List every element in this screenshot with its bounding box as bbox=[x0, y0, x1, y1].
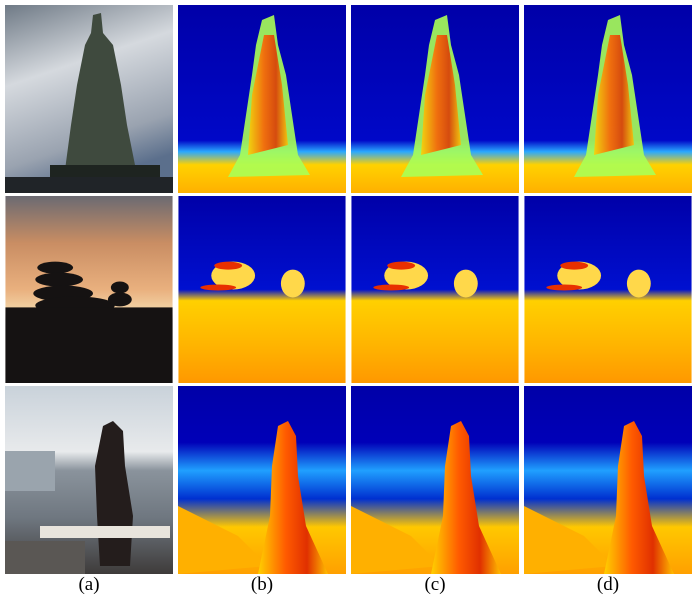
column-label: (d) bbox=[597, 574, 619, 595]
column-label: (a) bbox=[78, 574, 99, 595]
heatmap bbox=[524, 196, 691, 383]
heatmap bbox=[178, 5, 346, 193]
photo bbox=[5, 386, 173, 574]
heatmap bbox=[351, 196, 518, 383]
figure: (a) (b) (c) (d) bbox=[0, 0, 695, 598]
heatmap bbox=[524, 386, 692, 574]
column-label: (c) bbox=[424, 574, 445, 595]
photo bbox=[5, 196, 172, 383]
image-grid bbox=[5, 5, 692, 574]
heatmap bbox=[351, 5, 519, 193]
heatmap bbox=[178, 196, 345, 383]
heatmap bbox=[178, 386, 346, 574]
heatmap bbox=[351, 386, 519, 574]
photo bbox=[5, 5, 173, 193]
heatmap bbox=[524, 5, 692, 193]
column-label: (b) bbox=[251, 574, 273, 595]
